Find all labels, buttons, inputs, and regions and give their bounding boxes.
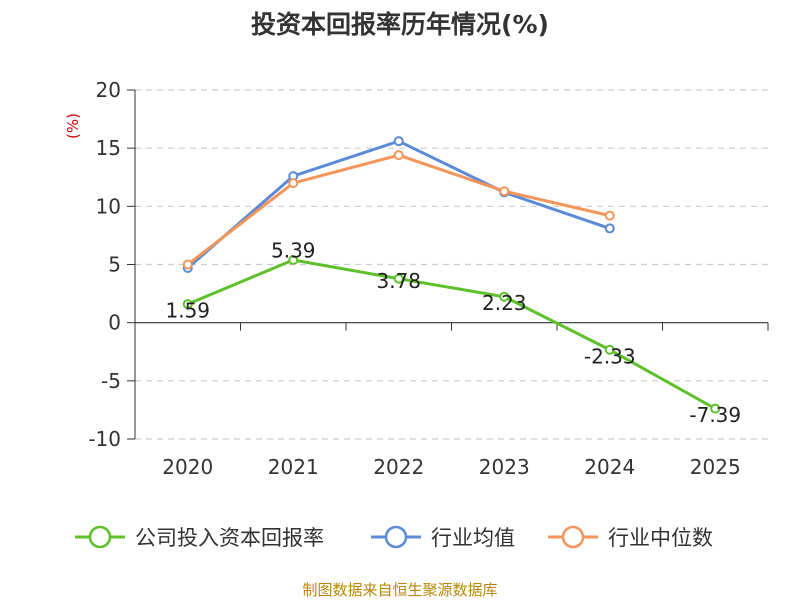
legend-label: 行业均值	[431, 526, 515, 550]
series-line-2	[186, 153, 611, 266]
data-point	[393, 273, 404, 284]
legend-label: 行业中位数	[608, 526, 713, 550]
chart-title: 投资本回报率历年情况(%)	[251, 10, 549, 39]
data-label: 3.78	[376, 269, 421, 293]
data-point	[288, 254, 299, 265]
x-tick-label: 2022	[373, 455, 424, 479]
data-label: -2.33	[584, 344, 636, 368]
data-point	[710, 403, 721, 414]
legend-item-1[interactable]: 行业均值	[371, 525, 515, 550]
data-point	[393, 150, 404, 161]
data-label: 5.39	[271, 238, 316, 262]
y-tick-label: -10	[88, 427, 121, 451]
data-point	[499, 186, 510, 197]
data-point	[604, 344, 615, 355]
y-tick-label: -5	[101, 369, 121, 393]
data-label: -7.39	[689, 403, 741, 427]
x-tick-label: 2020	[162, 455, 213, 479]
data-label: 2.23	[482, 291, 527, 315]
y-tick-label: 0	[108, 311, 121, 335]
data-label: 1.59	[165, 299, 210, 323]
y-tick-label: 20	[96, 78, 121, 102]
data-point	[288, 178, 299, 189]
y-tick-label: 10	[96, 194, 121, 218]
source-caption: 制图数据来自恒生聚源数据库	[302, 581, 497, 599]
legend-marker	[384, 525, 408, 549]
series-line-1	[186, 139, 611, 270]
series-lines	[182, 136, 721, 414]
legend-label: 公司投入资本回报率	[135, 526, 324, 550]
data-labels: 1.59 5.39 3.78 2.23 -2.33 -7.39	[165, 238, 741, 427]
x-tick-label: 2021	[268, 455, 319, 479]
data-point	[604, 223, 615, 234]
legend[interactable]: 公司投入资本回报率 行业均值 行业中位数	[75, 525, 713, 550]
axes: 20 15 10 5 0 -5 -10 2020 2021 2022 2023 2024 2025	[88, 78, 769, 479]
series-line-0	[187, 258, 716, 410]
x-tick-label: 2023	[479, 455, 530, 479]
y-tick-label: 15	[96, 136, 121, 160]
data-point	[499, 291, 510, 302]
data-point	[182, 259, 193, 270]
y-axis-unit-label: (%)	[64, 113, 82, 139]
legend-item-0[interactable]: 公司投入资本回报率	[75, 525, 324, 550]
x-tick-label: 2025	[690, 455, 741, 479]
data-point	[182, 299, 193, 310]
data-point	[604, 210, 615, 221]
data-point	[393, 136, 404, 147]
legend-marker	[88, 525, 112, 549]
legend-marker	[561, 525, 585, 549]
legend-item-2[interactable]: 行业中位数	[548, 525, 713, 550]
y-tick-label: 5	[108, 253, 121, 277]
x-tick-label: 2024	[584, 455, 635, 479]
